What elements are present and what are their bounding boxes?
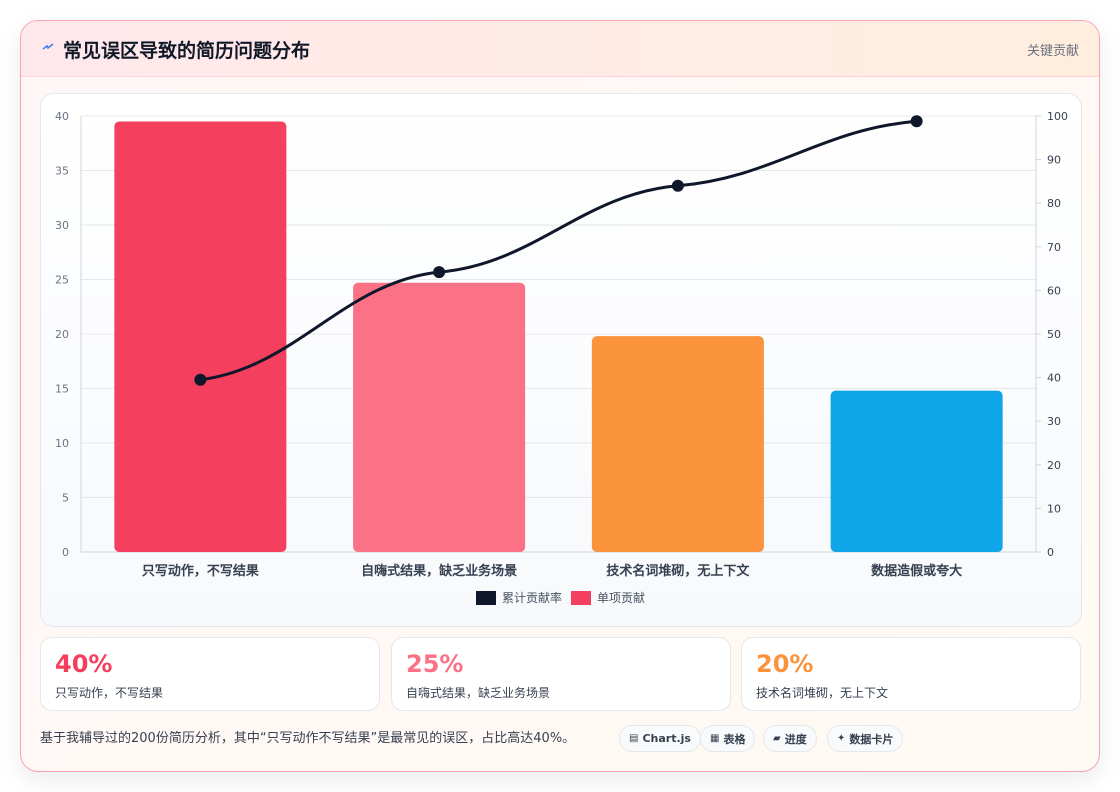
y-right-tick-label: 0: [1047, 546, 1054, 559]
chip-label: 表格: [723, 732, 746, 746]
lightning-icon: [42, 43, 54, 50]
bar: [114, 121, 287, 552]
stat-card: 20% 技术名词堆砌，无上下文: [741, 637, 1081, 711]
header-tag: 关键贡献: [1026, 44, 1079, 59]
chart-icon: ▤: [629, 733, 639, 744]
y-right-tick-label: 50: [1047, 328, 1061, 341]
y-right-tick-label: 60: [1047, 284, 1061, 297]
bar: [353, 282, 526, 552]
chart-panel: 0 5 10 15 20 25 30 35 40 0 10 20 30 40 50 60 70 80 90 100 只写…: [40, 93, 1082, 627]
chip-chartjs[interactable]: ▤ Chart.js: [619, 725, 701, 752]
chip-label: 进度: [784, 732, 807, 746]
page-title: 常见误区导致的简历问题分布: [63, 40, 311, 62]
x-tick-label: 只写动作，不写结果: [142, 563, 259, 579]
stat-label: 只写动作，不写结果: [55, 686, 164, 700]
y-right-tick-label: 30: [1047, 415, 1061, 428]
stat-value: 20%: [756, 650, 814, 678]
x-tick-label: 技术名词堆砌，无上下文: [606, 563, 750, 579]
chip-data-card[interactable]: ✦ 数据卡片: [827, 725, 904, 752]
y-left-tick-label: 40: [55, 110, 69, 123]
legend-label: 累计贡献率: [502, 590, 562, 605]
card-header: 常见误区导致的简历问题分布 关键贡献: [21, 21, 1099, 77]
y-right-tick-label: 20: [1047, 459, 1061, 472]
line-point: [433, 266, 446, 279]
line-point: [671, 179, 684, 192]
chip-label: Chart.js: [642, 732, 691, 745]
stat-value: 25%: [406, 650, 464, 678]
stat-card: 25% 自嗨式结果，缺乏业务场景: [391, 637, 731, 711]
y-left-tick-label: 15: [55, 383, 69, 396]
x-tick-label: 数据造假或夸大: [871, 563, 962, 579]
table-icon: ▦: [710, 733, 720, 744]
line-point: [194, 373, 207, 386]
legend-swatch: [571, 591, 591, 605]
legend-label: 单项贡献: [597, 590, 645, 605]
y-right-tick-label: 70: [1047, 241, 1061, 254]
y-right-tick-label: 90: [1047, 154, 1061, 167]
y-left-tick-label: 25: [55, 274, 69, 287]
stat-label: 自嗨式结果，缺乏业务场景: [406, 686, 551, 700]
chip-label: 数据卡片: [849, 732, 894, 746]
y-right-tick-label: 80: [1047, 197, 1061, 210]
y-left-tick-label: 5: [62, 492, 69, 505]
sparkle-icon: ✦: [837, 733, 846, 744]
stat-label: 技术名词堆砌，无上下文: [756, 686, 889, 700]
stat-value: 40%: [55, 650, 113, 678]
bar: [591, 336, 764, 552]
line-point: [910, 115, 923, 128]
bar: [830, 390, 1003, 552]
y-left-tick-label: 0: [62, 546, 69, 559]
x-tick-label: 自嗨式结果，缺乏业务场景: [361, 563, 517, 579]
chip-table[interactable]: ▦ 表格: [700, 725, 756, 752]
legend-swatch: [476, 591, 496, 605]
y-right-tick-label: 40: [1047, 372, 1061, 385]
y-left-tick-label: 20: [55, 328, 69, 341]
progress-icon: ▰: [773, 733, 781, 744]
y-left-tick-label: 10: [55, 437, 69, 450]
cumulative-line: [200, 119, 917, 382]
y-right-tick-label: 100: [1047, 110, 1068, 123]
y-right-tick-label: 10: [1047, 502, 1061, 515]
pareto-chart: 0 5 10 15 20 25 30 35 40 0 10 20 30 40 50 60 70 80 90 100 只写…: [55, 110, 1068, 605]
stat-card: 40% 只写动作，不写结果: [40, 637, 380, 711]
y-left-tick-label: 35: [55, 165, 69, 178]
chip-progress[interactable]: ▰ 进度: [763, 725, 817, 752]
y-left-tick-label: 30: [55, 219, 69, 232]
report-card: 常见误区导致的简历问题分布 关键贡献 0 5 10 15 20 25 30 35 40 0 10 20…: [20, 20, 1100, 772]
footer-note: 基于我辅导过的200份简历分析，其中“只写动作不写结果”是最常见的误区，占比高达…: [40, 731, 576, 746]
